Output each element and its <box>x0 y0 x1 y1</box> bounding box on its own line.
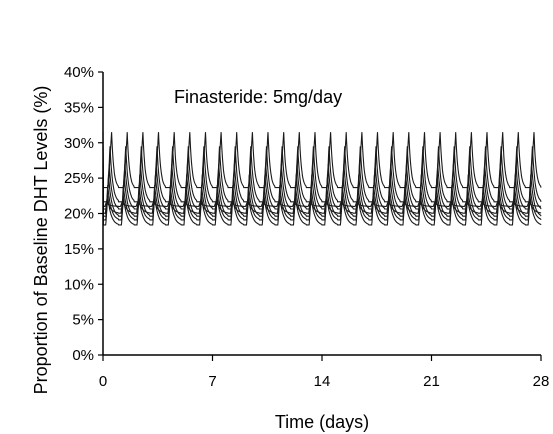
y-tick-label: 30% <box>64 135 94 152</box>
series-line-6 <box>102 195 542 226</box>
x-tick-label: 28 <box>533 373 550 390</box>
y-tick-label: 5% <box>72 312 94 329</box>
x-tick-label: 21 <box>423 373 440 390</box>
series-line-7 <box>102 199 542 215</box>
y-tick-label: 0% <box>72 347 94 364</box>
y-tick-label: 10% <box>64 276 94 293</box>
x-tick-label: 0 <box>99 373 107 390</box>
series-line-4 <box>102 174 542 217</box>
axes <box>98 71 542 361</box>
y-tick-label: 25% <box>64 170 94 187</box>
series-line-2 <box>102 146 542 203</box>
y-tick-label: 35% <box>64 99 94 116</box>
x-tick-label: 7 <box>208 373 216 390</box>
x-axis-label: Time (days) <box>275 412 369 432</box>
series-line-8 <box>102 201 542 207</box>
series-line-5 <box>102 185 542 221</box>
y-tick-label: 40% <box>64 64 94 81</box>
chart-annotation: Finasteride: 5mg/day <box>174 87 342 107</box>
series-lines <box>102 132 542 226</box>
y-tick-label: 20% <box>64 206 94 223</box>
series-line-1 <box>102 132 542 189</box>
x-tick-label: 14 <box>314 373 331 390</box>
y-tick-label: 15% <box>64 241 94 258</box>
y-axis-label: Proportion of Baseline DHT Levels (%) <box>31 86 51 395</box>
tick-labels: 0% 5% 10% 15% 20% 25% 30% 35% 40% 0 7 14 21 28 <box>64 64 549 390</box>
